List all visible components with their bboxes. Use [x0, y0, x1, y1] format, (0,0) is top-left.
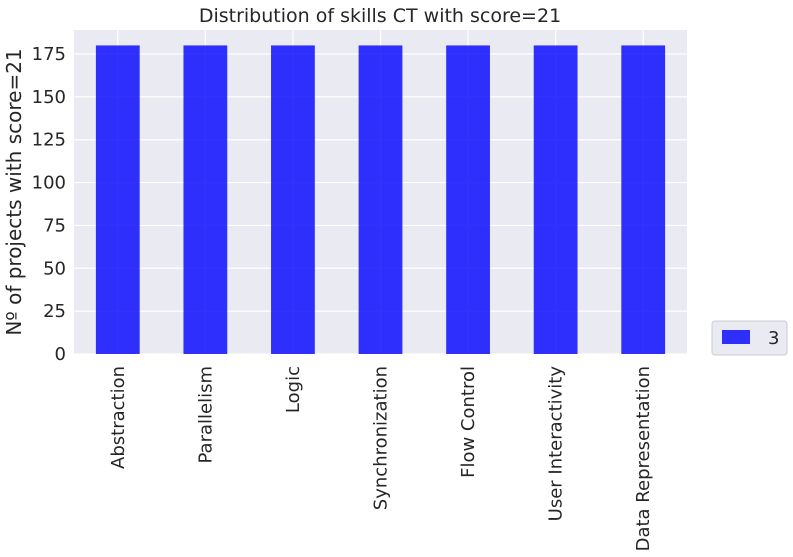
legend-label: 3: [768, 328, 779, 349]
x-tick-label: Synchronization: [371, 366, 392, 510]
legend-swatch: [722, 330, 750, 344]
x-tick-label: Abstraction: [108, 366, 129, 469]
y-axis-label: Nº of projects with score=21: [2, 48, 26, 335]
y-tick-label: 0: [55, 344, 66, 365]
y-tick-label: 150: [32, 87, 66, 108]
chart-title: Distribution of skills CT with score=21: [199, 5, 561, 27]
y-tick-label: 50: [43, 258, 66, 279]
x-tick-label: Flow Control: [458, 366, 479, 478]
bar: [621, 45, 666, 355]
bar: [533, 45, 578, 355]
y-tick-label: 100: [32, 173, 66, 194]
bar: [446, 45, 490, 355]
x-tick-label: Parallelism: [195, 366, 216, 464]
y-tick-label: 25: [43, 301, 66, 322]
y-tick-label: 125: [32, 130, 66, 151]
bar: [358, 45, 403, 355]
y-axis-ticks: 0 25 50 75 100 125 150 175: [32, 44, 66, 365]
legend: 3: [711, 320, 788, 356]
x-tick-label: Data Representation: [633, 366, 654, 551]
y-tick-label: 75: [43, 215, 66, 236]
x-tick-label: User Interactivity: [546, 366, 567, 522]
bar: [183, 45, 228, 355]
x-axis-ticks: Abstraction Parallelism Logic Synchronizati…: [108, 366, 654, 552]
bar: [95, 45, 140, 355]
bar: [271, 45, 315, 355]
x-tick-label: Logic: [283, 366, 304, 413]
bars: [95, 45, 666, 355]
y-tick-label: 175: [32, 44, 66, 65]
